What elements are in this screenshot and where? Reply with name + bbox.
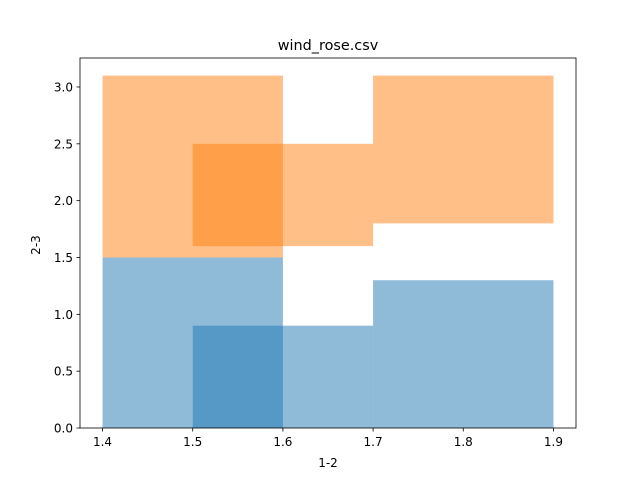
x-axis-label: 1-2 [318,456,338,470]
bar-series-1-2 [192,325,374,428]
y-tick-label: 0.5 [54,365,73,379]
y-axis-ticks: 0.0 0.5 1.0 1.5 2.0 2.5 3.0 [54,80,80,436]
bar-series-2-2 [192,143,374,247]
chart-title: wind_rose.csv [278,38,379,54]
x-tick-label: 1.9 [544,435,563,449]
y-tick-label: 1.0 [54,308,73,322]
x-tick-label: 1.7 [364,435,383,449]
x-tick-label: 1.4 [93,435,112,449]
bars-layer [102,75,554,428]
x-tick-label: 1.6 [273,435,292,449]
bar-series-1-3 [373,280,554,428]
y-tick-label: 3.0 [54,80,73,94]
y-tick-label: 2.5 [54,137,73,151]
x-tick-label: 1.8 [454,435,473,449]
y-axis-label: 2-3 [29,235,43,255]
axes-frame [79,57,577,429]
x-axis-ticks: 1.4 1.5 1.6 1.7 1.8 1.9 [93,428,563,449]
bar-series-2-3 [373,75,554,224]
y-tick-label: 0.0 [54,422,73,436]
y-tick-label: 2.0 [54,194,73,208]
x-tick-label: 1.5 [183,435,202,449]
plot-frame [79,57,577,429]
y-tick-label: 1.5 [54,251,73,265]
